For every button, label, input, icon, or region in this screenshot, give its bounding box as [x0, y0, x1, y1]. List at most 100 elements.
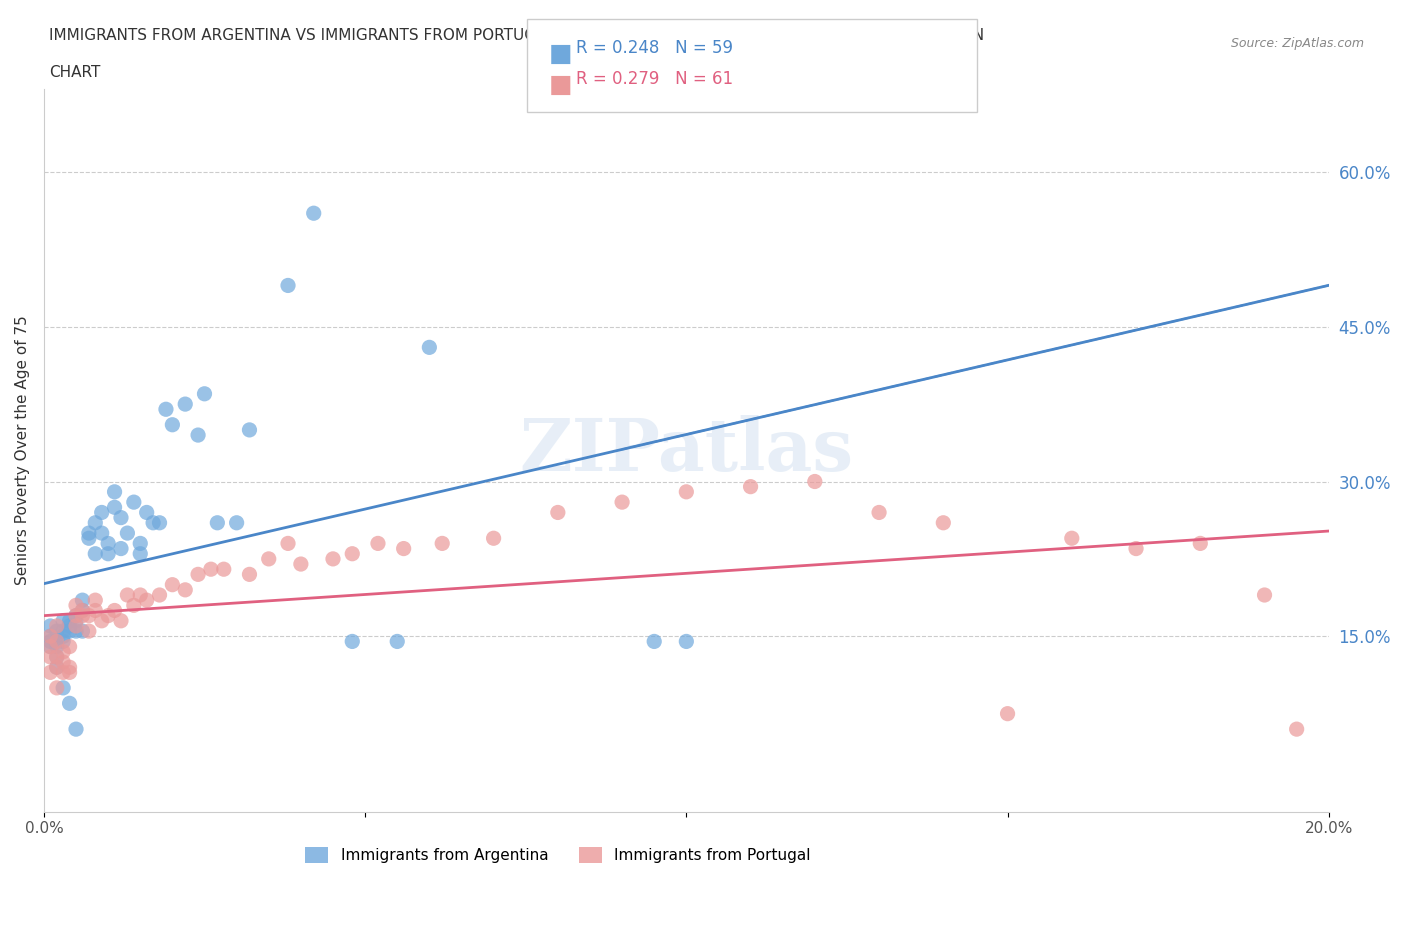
Point — [97, 536, 120, 551]
Point — [58, 639, 80, 654]
Point — [142, 515, 165, 530]
Point — [174, 582, 197, 597]
Point — [129, 536, 152, 551]
Text: Source: ZipAtlas.com: Source: ZipAtlas.com — [1230, 37, 1364, 50]
Point — [45, 634, 67, 649]
Point — [84, 592, 107, 607]
Point — [45, 618, 67, 633]
Point — [675, 485, 697, 499]
Point — [52, 634, 75, 649]
Point — [84, 515, 107, 530]
Point — [148, 515, 170, 530]
Point — [155, 402, 177, 417]
Point — [39, 639, 62, 654]
Point — [322, 551, 344, 566]
Point — [52, 629, 75, 644]
Point — [45, 681, 67, 696]
Point — [418, 340, 440, 355]
Point — [432, 536, 454, 551]
Point — [45, 649, 67, 664]
Point — [804, 474, 827, 489]
Point — [110, 541, 132, 556]
Point — [1285, 722, 1308, 737]
Legend: Immigrants from Argentina, Immigrants from Portugal: Immigrants from Argentina, Immigrants fr… — [299, 841, 817, 869]
Point — [212, 562, 235, 577]
Point — [72, 624, 94, 639]
Point — [174, 397, 197, 412]
Point — [45, 659, 67, 674]
Text: CHART: CHART — [49, 65, 101, 80]
Point — [39, 634, 62, 649]
Point — [207, 515, 229, 530]
Point — [238, 567, 260, 582]
Point — [65, 618, 87, 633]
Point — [342, 546, 364, 561]
Point — [135, 592, 157, 607]
Y-axis label: Seniors Poverty Over the Age of 75: Seniors Poverty Over the Age of 75 — [15, 315, 30, 585]
Point — [45, 659, 67, 674]
Point — [997, 706, 1019, 721]
Point — [39, 665, 62, 680]
Point — [77, 624, 100, 639]
Text: ZIPatlas: ZIPatlas — [519, 415, 853, 486]
Point — [122, 495, 145, 510]
Point — [65, 608, 87, 623]
Point — [90, 525, 112, 540]
Point — [387, 634, 409, 649]
Point — [135, 505, 157, 520]
Point — [58, 659, 80, 674]
Point — [610, 495, 633, 510]
Point — [643, 634, 665, 649]
Point — [84, 603, 107, 618]
Point — [52, 614, 75, 629]
Point — [225, 515, 247, 530]
Point — [72, 603, 94, 618]
Point — [65, 722, 87, 737]
Text: IMMIGRANTS FROM ARGENTINA VS IMMIGRANTS FROM PORTUGAL SENIORS POVERTY OVER THE A: IMMIGRANTS FROM ARGENTINA VS IMMIGRANTS … — [49, 28, 984, 43]
Point — [740, 479, 762, 494]
Point — [45, 634, 67, 649]
Point — [58, 696, 80, 711]
Point — [129, 546, 152, 561]
Point — [367, 536, 389, 551]
Point — [187, 567, 209, 582]
Point — [58, 665, 80, 680]
Point — [290, 557, 312, 572]
Point — [77, 531, 100, 546]
Point — [277, 278, 299, 293]
Point — [97, 546, 120, 561]
Point — [52, 655, 75, 670]
Point — [117, 525, 139, 540]
Point — [97, 608, 120, 623]
Point — [110, 614, 132, 629]
Text: ■: ■ — [548, 42, 572, 66]
Point — [103, 603, 125, 618]
Point — [187, 428, 209, 443]
Point — [103, 485, 125, 499]
Point — [482, 531, 505, 546]
Point — [72, 603, 94, 618]
Point — [84, 546, 107, 561]
Point — [1253, 588, 1275, 603]
Point — [302, 206, 325, 220]
Point — [342, 634, 364, 649]
Point — [117, 588, 139, 603]
Point — [103, 499, 125, 514]
Point — [77, 525, 100, 540]
Point — [675, 634, 697, 649]
Point — [65, 598, 87, 613]
Point — [148, 588, 170, 603]
Point — [58, 614, 80, 629]
Point — [547, 505, 569, 520]
Point — [39, 629, 62, 644]
Point — [1189, 536, 1212, 551]
Point — [72, 608, 94, 623]
Point — [45, 649, 67, 664]
Point — [39, 649, 62, 664]
Point — [162, 418, 184, 432]
Point — [77, 608, 100, 623]
Point — [392, 541, 415, 556]
Point — [200, 562, 222, 577]
Point — [52, 681, 75, 696]
Point — [90, 614, 112, 629]
